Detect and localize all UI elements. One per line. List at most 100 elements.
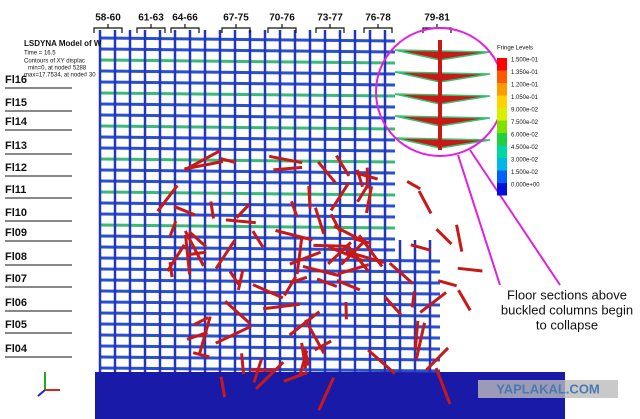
legend-level: 4.500e-02 (511, 145, 539, 151)
floor-slab (99, 311, 441, 318)
legend-swatch (497, 83, 507, 96)
debris (410, 243, 431, 252)
column-bracket (267, 24, 297, 33)
legend-swatch (497, 183, 507, 196)
axis-triad (37, 372, 60, 397)
debris (313, 339, 332, 352)
debris (184, 149, 221, 172)
debris (406, 180, 421, 191)
floor-slab (99, 91, 396, 98)
floor-slab (99, 47, 396, 54)
legend-level: 7.500e-02 (511, 120, 539, 126)
column-group-label: 61-63 (138, 13, 164, 24)
debris (168, 220, 178, 238)
legend-swatch (497, 133, 507, 146)
collapsing-floor (394, 93, 491, 105)
max: max=17.7534, at node# 30 (24, 73, 96, 79)
debris (288, 310, 321, 337)
collapsing-floor (394, 137, 491, 149)
legend-swatch (497, 108, 507, 121)
legend-level: 0.000e+00 (511, 183, 540, 189)
legend-title: Fringe Levels (497, 46, 533, 52)
floor-slab (99, 223, 396, 230)
column-bracket (221, 24, 251, 33)
debris (168, 261, 174, 278)
debris (219, 376, 227, 398)
debris (364, 186, 374, 214)
debris (236, 269, 245, 291)
debris (356, 184, 369, 203)
legend-swatch (497, 170, 507, 183)
debris (290, 200, 299, 217)
floor-slab (99, 333, 441, 340)
floor-label: Fl14 (5, 116, 28, 128)
floor-label: Fl09 (5, 227, 27, 239)
legend-swatch (497, 120, 507, 133)
debris (327, 245, 364, 263)
column-group-label: 76-78 (365, 13, 391, 24)
debris (214, 239, 236, 270)
legend-swatch (497, 95, 507, 108)
legend-level: 1.200e-01 (511, 83, 539, 89)
column-group-label: 79-81 (424, 13, 450, 24)
debris (317, 161, 337, 184)
column-group-label: 64-66 (172, 13, 198, 24)
debris (437, 279, 458, 288)
debris (414, 322, 426, 360)
floor-slab (99, 135, 396, 142)
debris (383, 296, 403, 316)
debris (268, 154, 303, 165)
floor-slab (99, 256, 441, 263)
debris (457, 266, 483, 273)
collapsing-floor (394, 49, 491, 61)
floor-label: Fl05 (5, 319, 27, 331)
watermark: YAPLAKAL.COM (496, 381, 600, 396)
debris (225, 218, 256, 225)
floor-slab (99, 300, 441, 307)
debris (355, 171, 379, 181)
floor-slab (99, 344, 441, 351)
floor-slab (99, 179, 396, 186)
floor-label: Fl06 (5, 297, 27, 309)
legend-level: 6.000e-02 (511, 133, 539, 139)
legend-swatch (497, 158, 507, 171)
floor-slab (99, 36, 396, 43)
debris (457, 289, 472, 312)
floor-slab (99, 278, 441, 285)
annotation: to collapse (536, 317, 598, 332)
debris (417, 190, 433, 215)
debris (410, 291, 416, 308)
floor-slab (99, 124, 396, 131)
legend-swatch (497, 70, 507, 83)
column-bracket (363, 24, 393, 33)
debris (252, 283, 284, 300)
debris (295, 236, 304, 275)
debris (302, 265, 340, 277)
debris (262, 302, 300, 311)
legend-level: 1.050e-01 (511, 95, 539, 101)
debris (314, 207, 326, 235)
debris (209, 201, 215, 219)
legend-level: 3.000e-02 (511, 158, 539, 164)
legend-level: 1.350e-01 (511, 70, 539, 76)
debris (240, 353, 246, 375)
debris (275, 229, 313, 242)
labels: Fl16 Fl15 Fl14 Fl13 Fl12 Fl11 Fl10 Fl09 Fl08 Fl07… (5, 13, 452, 358)
building-model (95, 30, 565, 419)
watermark-bg (478, 380, 618, 398)
debris (388, 262, 414, 285)
column-bracket (170, 24, 200, 33)
column-group-label: 73-77 (317, 13, 343, 24)
debris (198, 316, 212, 355)
floor-slab (99, 245, 396, 252)
floor-slab (99, 102, 396, 109)
debris (255, 361, 285, 390)
debris (289, 275, 308, 285)
debris (419, 291, 447, 314)
debris (329, 182, 350, 212)
debris (413, 320, 420, 350)
debris (283, 371, 309, 383)
debris (183, 230, 205, 267)
